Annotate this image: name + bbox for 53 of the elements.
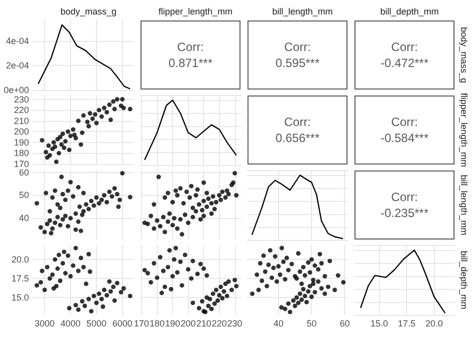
y-tick-label: 190: [14, 137, 29, 148]
y-tick-label: 180: [14, 148, 29, 158]
y-tick-label: 210: [14, 116, 29, 126]
y-tick-label: 4e-04: [6, 36, 29, 46]
text: bill_length_mm: [459, 174, 469, 236]
text: Corr:: [284, 115, 311, 129]
x-tick-label: 190: [165, 318, 180, 328]
x-tick-label: 230: [227, 318, 242, 328]
y-tick-label: 20.0: [11, 254, 29, 264]
text: Corr:: [391, 40, 418, 54]
text: flipper_length_mm: [459, 92, 469, 168]
text: -0.472***: [380, 56, 429, 70]
y-tick-label: 40: [18, 213, 29, 224]
text: -0.584***: [380, 131, 429, 145]
y-tick-label: 60: [18, 167, 29, 178]
text: 0.595***: [275, 56, 320, 70]
text: bill_depth_mm: [380, 6, 439, 16]
text: flipper_length_mm: [158, 6, 233, 16]
y-tick-label: 15.0: [11, 292, 29, 302]
y-tick-label: 2e-04: [6, 60, 29, 70]
y2-axis-title: bill_depth_mm: [459, 250, 469, 310]
text: Corr:: [391, 115, 418, 129]
x-tick-label: 180: [150, 318, 165, 328]
text: -0.235***: [380, 206, 429, 220]
text: body_mass_g: [459, 26, 469, 84]
x-tick-label: 6000: [112, 318, 132, 328]
text: Corr:: [391, 190, 418, 204]
x-tick-label: 60: [340, 318, 350, 328]
text: 0.656***: [275, 131, 320, 145]
y-tick-label: 230: [14, 94, 29, 104]
y-tick-label: 200: [14, 126, 29, 137]
x-tick-label: 20.0: [425, 318, 443, 328]
x-tick-label: 170: [134, 318, 150, 328]
x-tick-label: 15.0: [370, 318, 388, 328]
x-tick-label: 50: [306, 318, 317, 328]
text: Corr:: [284, 40, 311, 54]
y-tick-label: 170: [14, 158, 29, 169]
y-tick-label: 17.5: [11, 273, 29, 284]
x-tick-label: 210: [196, 318, 212, 328]
x-tick-label: 200: [180, 318, 196, 328]
x-tick-label: 4000: [60, 318, 81, 328]
x-tick-label: 220: [212, 318, 227, 328]
y-tick-label: 220: [14, 105, 29, 116]
x-tick-label: 5000: [86, 318, 106, 328]
y-tick-label: 50: [18, 190, 29, 200]
text: Corr:: [177, 40, 204, 54]
x-tick-label: 40: [273, 318, 284, 328]
x-tick-label: 17.5: [398, 318, 416, 328]
chart-title: body_mass_g: [60, 6, 117, 16]
text: 0.871***: [168, 56, 213, 70]
x-tick-label: 3000: [34, 318, 55, 328]
text: bill_length_mm: [272, 6, 333, 16]
y-tick-label: 0e+00: [4, 85, 29, 95]
